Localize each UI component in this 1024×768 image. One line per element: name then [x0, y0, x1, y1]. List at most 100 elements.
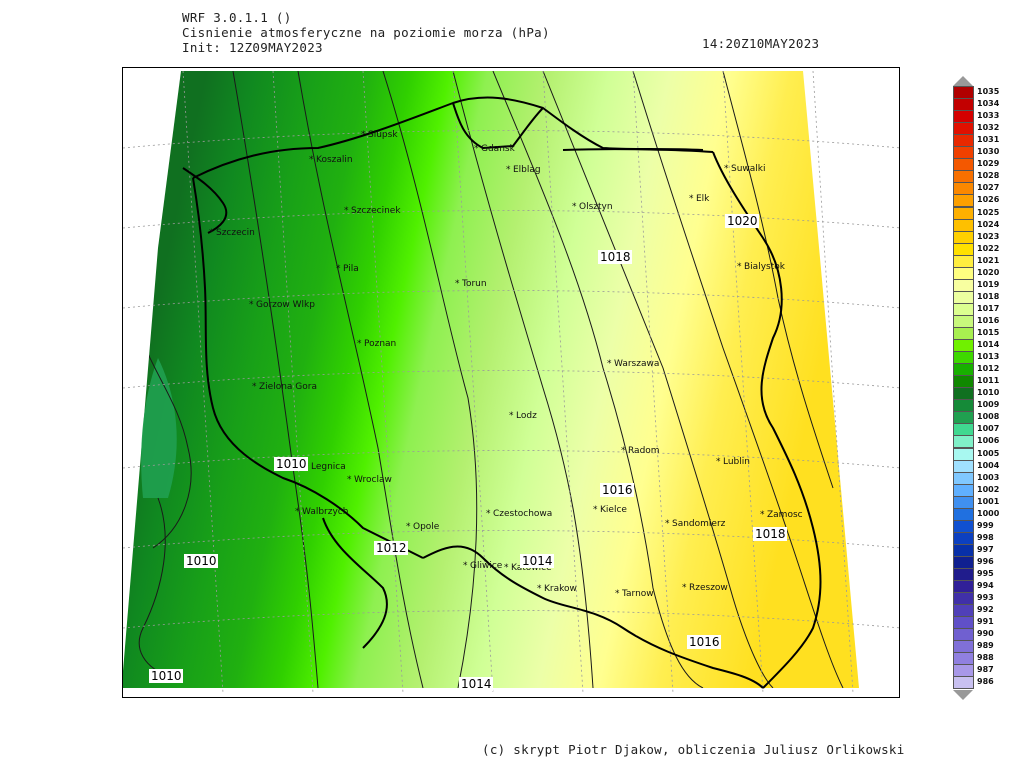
- isobar-line: [382, 71, 478, 688]
- city-star: *: [406, 522, 411, 532]
- city-marker: * Gliwice: [463, 561, 503, 571]
- pressure-shading: [123, 71, 859, 688]
- isobar-line: [722, 71, 834, 489]
- city-marker: * Koszalin: [309, 155, 353, 165]
- legend-level-label: 1030: [977, 147, 1000, 157]
- city-star: *: [724, 164, 729, 174]
- city-marker: * Poznan: [357, 339, 396, 349]
- city-marker: * Tarnow: [615, 589, 654, 599]
- city-star: *: [252, 382, 257, 392]
- city-name: Zielona Gora: [259, 382, 317, 392]
- city-star: *: [295, 507, 300, 517]
- city-marker: * Elk: [689, 194, 710, 204]
- city-name: Elblag: [513, 165, 541, 175]
- legend-level-label: 1013: [977, 352, 1000, 362]
- city-star: *: [689, 194, 694, 204]
- border-line: [712, 151, 822, 689]
- city-star: *: [504, 563, 509, 573]
- legend-level-label: 1020: [977, 267, 1000, 277]
- city-name: Rzeszow: [689, 583, 728, 593]
- legend-level-label: 991: [977, 617, 994, 627]
- meridian-line: [632, 70, 674, 694]
- isobar-label: 1014: [520, 554, 554, 568]
- legend-level-label: 1022: [977, 243, 1000, 253]
- city-marker: * Wroclaw: [347, 475, 392, 485]
- isobar-line: [452, 71, 594, 688]
- city-star: *: [621, 446, 626, 456]
- city-name: Elk: [696, 194, 710, 204]
- isobar-line: [138, 497, 174, 679]
- legend-level-label: 1016: [977, 315, 1000, 325]
- legend-level-label: 1009: [977, 400, 1000, 410]
- city-marker: * Szczecinek: [344, 206, 401, 216]
- city-star: *: [615, 589, 620, 599]
- legend-level-label: 999: [977, 520, 994, 530]
- legend-level-label: 1023: [977, 231, 1000, 241]
- city-marker: * Torun: [455, 279, 487, 289]
- city-star: *: [486, 509, 491, 519]
- legend-level-label: 990: [977, 629, 994, 639]
- city-star: *: [463, 561, 468, 571]
- isobar-label: 1018: [753, 527, 787, 541]
- isobar-value: 1016: [602, 483, 633, 497]
- city-name: Opole: [413, 522, 440, 532]
- legend-swatch: [953, 676, 974, 690]
- isobar-label: 1010: [274, 457, 308, 471]
- borders: [182, 96, 822, 689]
- legend-level-label: 1032: [977, 123, 1000, 133]
- isobar-label: 1012: [374, 541, 408, 555]
- city-star: *: [682, 583, 687, 593]
- legend-level-label: 1031: [977, 135, 1000, 145]
- city-marker: * Zamosc: [760, 510, 803, 520]
- city-star: *: [336, 264, 341, 274]
- legend-level-label: 988: [977, 653, 994, 663]
- city-star: *: [607, 359, 612, 369]
- isobar-value: 1010: [276, 457, 307, 471]
- legend-level-label: 995: [977, 569, 994, 578]
- city-star: *: [474, 144, 479, 154]
- isobar-labels: 1020 1018 1010 1016 1012 1014 1010 1018 1016 1010…: [149, 214, 787, 691]
- city-star: *: [347, 475, 352, 485]
- legend-level-label: 1026: [977, 195, 1000, 205]
- legend-level-label: 1035: [977, 87, 1000, 96]
- city-name: Poznan: [364, 339, 396, 349]
- legend-level-label: 1012: [977, 364, 1000, 374]
- legend-level-label: 1014: [977, 340, 1000, 350]
- city-name: Legnica: [311, 462, 346, 472]
- isobar-value: 1012: [376, 541, 407, 555]
- variable-title: Cisnienie atmosferyczne na poziomie morz…: [182, 25, 550, 40]
- legend-min-arrow: [953, 689, 973, 700]
- isobar-value: 1020: [727, 214, 758, 228]
- isobar-value: 1010: [151, 669, 182, 683]
- city-name: Zamosc: [767, 510, 803, 520]
- city-marker: * Olsztyn: [572, 202, 613, 212]
- isobar-line: [542, 71, 774, 688]
- city-name: Slupsk: [368, 130, 398, 140]
- cities: * Slupsk* Gdansk* Koszalin* Elblag * Suwalki* S…: [209, 130, 803, 599]
- parallel-line: [123, 370, 899, 389]
- city-marker: * Elblag: [506, 165, 541, 175]
- city-marker: * Radom: [621, 446, 660, 456]
- meridian-line: [182, 70, 224, 694]
- city-name: Czestochowa: [493, 509, 552, 519]
- city-star: *: [361, 130, 366, 140]
- border-line: [562, 148, 714, 153]
- city-name: Kielce: [600, 505, 627, 515]
- city-marker: * Walbrzych: [295, 507, 348, 517]
- parallel-line: [123, 210, 899, 229]
- city-marker: * Krakow: [537, 584, 577, 594]
- city-name: Warszawa: [614, 359, 659, 369]
- city-star: *: [716, 457, 721, 467]
- legend-level-label: 1003: [977, 472, 1000, 482]
- city-marker: * Slupsk: [361, 130, 398, 140]
- isobar-value: 1010: [186, 554, 217, 568]
- city-marker: * Bialystok: [737, 262, 786, 272]
- meridian-line: [452, 70, 494, 694]
- city-star: *: [737, 262, 742, 272]
- model-title: WRF 3.0.1.1 (): [182, 10, 292, 25]
- city-star: *: [593, 505, 598, 515]
- legend-level-label: 1011: [977, 376, 1000, 386]
- city-name: Wroclaw: [354, 475, 392, 485]
- legend-max-arrow: [953, 76, 973, 86]
- city-name: Suwalki: [731, 164, 766, 174]
